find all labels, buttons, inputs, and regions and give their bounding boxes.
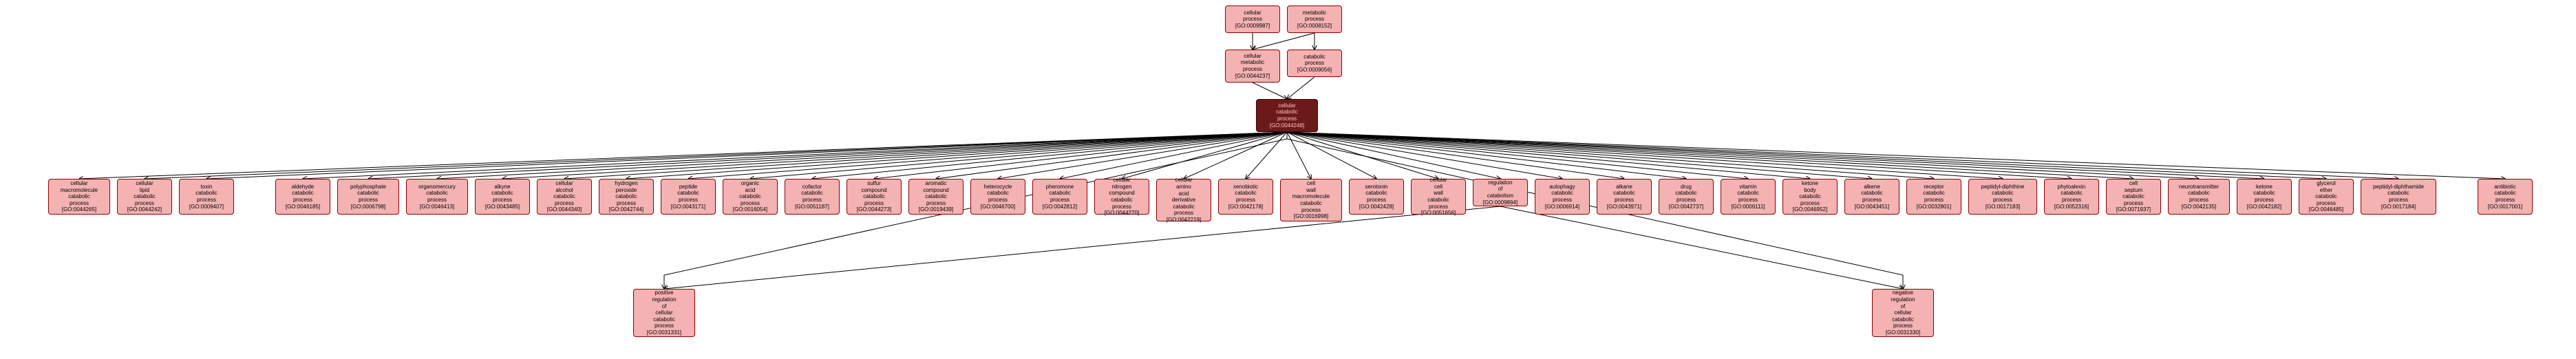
go-node-n13[interactable]: aromatic compound catabolic process [GO:… bbox=[908, 179, 964, 215]
edge-cellular_catabolic-n33 bbox=[1287, 132, 2199, 179]
go-node-n29[interactable]: receptor catabolic process [GO:0032801] bbox=[1906, 179, 1961, 215]
go-node-n7[interactable]: cellular alcohol catabolic process [GO:0… bbox=[537, 179, 592, 215]
go-node-n24[interactable]: alkane catabolic process [GO:0043971] bbox=[1597, 179, 1652, 215]
go-node-cellular_catabolic[interactable]: cellular catabolic process [GO:0044248] bbox=[1256, 99, 1318, 132]
go-node-n0[interactable]: cellular macromolecule catabolic process… bbox=[48, 179, 110, 215]
edge-cellular_catabolic-n13 bbox=[936, 132, 1287, 179]
edge-cellular_catabolic-n0 bbox=[79, 132, 1287, 179]
edge-cellular_catabolic-n35 bbox=[1287, 132, 2326, 179]
go-node-cellular_metabolic[interactable]: cellular metabolic process [GO:0044237] bbox=[1225, 50, 1280, 83]
edge-cellular_catabolic-n21 bbox=[1287, 132, 1438, 179]
edge-cellular_catabolic-n10 bbox=[750, 132, 1287, 179]
edge-cellular_catabolic-n23 bbox=[1287, 132, 1562, 179]
go-node-n2[interactable]: toxin catabolic process [GO:0009407] bbox=[179, 179, 234, 215]
go-node-n10[interactable]: organic acid catabolic process [GO:00160… bbox=[723, 179, 778, 215]
go-node-n9[interactable]: peptide catabolic process [GO:0043171] bbox=[661, 179, 716, 215]
edge-cellular_catabolic-n17 bbox=[1184, 132, 1287, 179]
go-node-n20[interactable]: serotonin catabolic process [GO:0042428] bbox=[1349, 179, 1404, 215]
go-node-n34[interactable]: ketone catabolic process [GO:0042182] bbox=[2237, 179, 2292, 215]
edge-cellular_catabolic-n2 bbox=[206, 132, 1287, 179]
go-node-n32[interactable]: cell septum catabolic process [GO:007193… bbox=[2106, 179, 2161, 215]
edge-cellular_catabolic-n11 bbox=[812, 132, 1287, 179]
edge-cellular_metabolic-cellular_catabolic bbox=[1253, 83, 1287, 99]
go-node-n31[interactable]: phytoalexin catabolic process [GO:005231… bbox=[2044, 179, 2099, 215]
edge-cellular_catabolic-n29 bbox=[1287, 132, 1934, 179]
edge-cellular_catabolic-n31 bbox=[1287, 132, 2072, 179]
go-node-cellular_process[interactable]: cellular process [GO:0009987] bbox=[1225, 6, 1280, 33]
go-node-n28[interactable]: alkene catabolic process [GO:0043451] bbox=[1844, 179, 1899, 215]
edge-cellular_catabolic-n32 bbox=[1287, 132, 2133, 179]
go-node-n11[interactable]: cofactor catabolic process [GO:0051187] bbox=[785, 179, 840, 215]
go-node-n12[interactable]: sulfur compound catabolic process [GO:00… bbox=[847, 179, 902, 215]
go-node-n21[interactable]: cellular cell wall catabolic process [GO… bbox=[1411, 179, 1466, 215]
go-node-neg_reg[interactable]: negative regulation of cellular cataboli… bbox=[1872, 289, 1934, 337]
edge-cellular_catabolic-n3 bbox=[303, 132, 1287, 179]
edge-n22-neg_reg bbox=[1500, 206, 1903, 289]
edge-cellular_catabolic-n6 bbox=[502, 132, 1287, 179]
edge-metabolic_process-cellular_metabolic bbox=[1253, 33, 1314, 50]
edge-cellular_catabolic-n9 bbox=[688, 132, 1287, 179]
edge-cellular_catabolic-n27 bbox=[1287, 132, 1810, 179]
edge-cellular_catabolic-n14 bbox=[998, 132, 1287, 179]
edge-catabolic_process-cellular_catabolic bbox=[1287, 77, 1314, 99]
edge-cellular_catabolic-n4 bbox=[368, 132, 1287, 179]
edge-cellular_catabolic-n30 bbox=[1287, 132, 2003, 179]
edge-cellular_catabolic-n36 bbox=[1287, 132, 2398, 179]
go-node-n8[interactable]: hydrogen peroxide catabolic process [GO:… bbox=[599, 179, 654, 215]
go-node-n27[interactable]: ketone body catabolic process [GO:004695… bbox=[1782, 179, 1838, 215]
go-node-n26[interactable]: vitamin catabolic process [GO:0009111] bbox=[1721, 179, 1776, 215]
edge-cellular_catabolic-n24 bbox=[1287, 132, 1624, 179]
go-node-n1[interactable]: cellular lipid catabolic process [GO:004… bbox=[117, 179, 172, 215]
edge-cellular_catabolic-n26 bbox=[1287, 132, 1748, 179]
edge-cellular_catabolic-n1 bbox=[145, 132, 1287, 179]
edge-cellular_catabolic-n28 bbox=[1287, 132, 1872, 179]
edge-cellular_catabolic-n12 bbox=[874, 132, 1287, 179]
edge-cellular_catabolic-n15 bbox=[1060, 132, 1287, 179]
edge-cellular_catabolic-n18 bbox=[1246, 132, 1287, 179]
edge-cellular_catabolic-n25 bbox=[1287, 132, 1686, 179]
edge-cellular_catabolic-n7 bbox=[564, 132, 1287, 179]
edge-cellular_catabolic-n34 bbox=[1287, 132, 2264, 179]
edge-n22-pos_reg bbox=[664, 206, 1500, 289]
go-node-n37[interactable]: antibiotic catabolic process [GO:0017001… bbox=[2478, 179, 2533, 215]
edge-cellular_catabolic-n16 bbox=[1122, 132, 1287, 179]
go-node-n30[interactable]: peptidyl-diphthine catabolic process [GO… bbox=[1968, 179, 2037, 215]
edge-cellular_catabolic-n37 bbox=[1287, 132, 2505, 179]
go-node-n36[interactable]: peptidyl-diphthamide catabolic process [… bbox=[2361, 179, 2436, 215]
go-node-n19[interactable]: cell wall macromolecule catabolic proces… bbox=[1280, 179, 1342, 221]
go-node-n18[interactable]: xenobiotic catabolic process [GO:0042178… bbox=[1218, 179, 1273, 215]
edge-cellular_catabolic-n8 bbox=[626, 132, 1287, 179]
go-node-n5[interactable]: organomercury catabolic process [GO:0046… bbox=[406, 179, 468, 215]
go-node-n22[interactable]: regulation of catabolism [GO:0009894] bbox=[1473, 179, 1528, 206]
go-node-catabolic_process[interactable]: catabolic process [GO:0009056] bbox=[1287, 50, 1342, 77]
go-node-n14[interactable]: heterocycle catabolic process [GO:004670… bbox=[970, 179, 1025, 215]
edge-cellular_catabolic-n5 bbox=[437, 132, 1287, 179]
go-node-n6[interactable]: alkyne catabolic process [GO:0043485] bbox=[475, 179, 530, 215]
go-node-n25[interactable]: drug catabolic process [GO:0042737] bbox=[1659, 179, 1714, 215]
go-node-n16[interactable]: cellular nitrogen compound catabolic pro… bbox=[1094, 179, 1149, 215]
go-node-n15[interactable]: pheromone catabolic process [GO:0042812] bbox=[1032, 179, 1087, 215]
go-node-n4[interactable]: polyphosphate catabolic process [GO:0006… bbox=[337, 179, 399, 215]
go-node-n33[interactable]: neurotransmitter catabolic process [GO:0… bbox=[2168, 179, 2230, 215]
edge-cellular_catabolic-n22 bbox=[1287, 132, 1500, 179]
go-node-n3[interactable]: aldehyde catabolic process [GO:0046185] bbox=[275, 179, 330, 215]
go-node-n23[interactable]: autophagy catabolic process [GO:0006914] bbox=[1535, 179, 1590, 215]
go-node-n35[interactable]: glycerol ether catabolic process [GO:004… bbox=[2299, 179, 2354, 215]
edge-cellular_catabolic-n20 bbox=[1287, 132, 1376, 179]
go-node-n17[interactable]: cellular amino acid derivative catabolic… bbox=[1156, 179, 1211, 221]
go-node-pos_reg[interactable]: positive regulation of cellular cataboli… bbox=[633, 289, 695, 337]
edge-cellular_catabolic-n19 bbox=[1287, 132, 1311, 179]
go-node-metabolic_process[interactable]: metabolic process [GO:0008152] bbox=[1287, 6, 1342, 33]
